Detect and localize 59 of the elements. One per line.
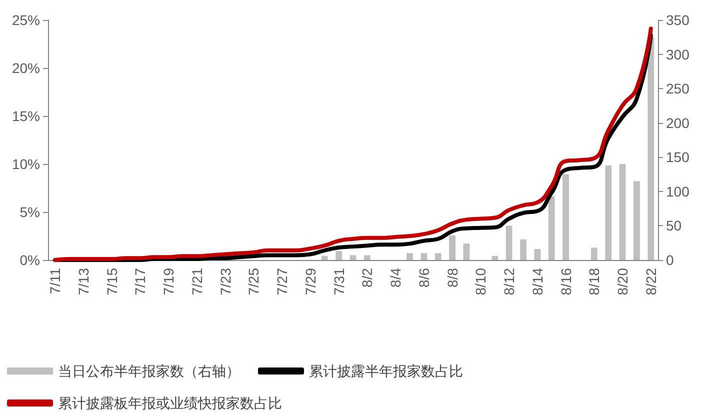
bar — [562, 174, 569, 260]
y2-tick-label: 350 — [666, 12, 690, 28]
bar — [350, 255, 356, 260]
x-tick-label: 8/10 — [472, 268, 489, 296]
bar — [434, 253, 442, 260]
bar — [449, 235, 456, 260]
y2-tick-label: 300 — [666, 46, 690, 62]
bar — [420, 253, 428, 260]
x-tick-label: 8/4 — [388, 268, 404, 288]
x-tick-label: 7/29 — [302, 268, 318, 296]
x-tick-label: 7/25 — [246, 268, 262, 296]
bar — [463, 244, 470, 260]
bar — [321, 256, 328, 260]
x-tick-label: 7/19 — [160, 268, 177, 296]
y2-tick-label: 250 — [666, 80, 690, 97]
bar — [605, 165, 612, 260]
y-tick-label: 5% — [20, 204, 40, 220]
bar — [364, 255, 370, 260]
bar — [634, 181, 640, 260]
y-tick-label: 15% — [12, 108, 40, 124]
bar — [520, 239, 526, 260]
x-tick-label: 7/27 — [274, 268, 290, 296]
x-tick-label: 7/31 — [330, 268, 347, 296]
x-tick-label: 8/6 — [416, 268, 432, 288]
y-tick-label: 10% — [12, 156, 40, 172]
x-tick-label: 8/12 — [501, 268, 518, 296]
x-tick-label: 7/23 — [217, 268, 234, 296]
y2-tick-label: 50 — [666, 218, 682, 234]
bar — [506, 226, 512, 260]
x-tick-label: 7/11 — [47, 268, 64, 294]
bar — [590, 248, 598, 260]
y-tick-label: 0% — [20, 252, 40, 268]
y-tick-label: 25% — [12, 12, 40, 28]
x-tick-label: 8/16 — [558, 268, 574, 296]
bar — [534, 249, 541, 260]
x-tick-label: 8/20 — [614, 268, 631, 296]
y-tick-label: 20% — [12, 60, 40, 76]
legend-label: 累计披露板年报或业绩快报家数占比 — [58, 395, 282, 411]
x-tick-label: 7/17 — [132, 268, 148, 296]
y2-tick-label: 100 — [666, 183, 690, 200]
bar — [406, 253, 413, 260]
legend-label: 累计披露半年报家数占比 — [309, 363, 463, 379]
y2-tick-label: 0 — [666, 252, 674, 268]
x-tick-label: 7/15 — [104, 268, 120, 296]
bar — [648, 37, 654, 260]
legend-label: 当日公布半年报家数（右轴） — [58, 363, 240, 379]
x-tick-label: 8/2 — [359, 268, 376, 288]
bar — [336, 251, 342, 260]
x-tick-label: 8/18 — [586, 268, 602, 296]
x-tick-label: 8/14 — [529, 268, 546, 296]
x-tick-label: 7/21 — [188, 268, 205, 296]
bar — [492, 256, 498, 260]
x-tick-label: 8/22 — [642, 268, 659, 296]
bar — [548, 196, 555, 260]
bar — [619, 164, 626, 260]
y2-tick-label: 200 — [666, 114, 690, 131]
y2-tick-label: 150 — [666, 149, 690, 166]
x-tick-label: 7/13 — [75, 268, 92, 296]
x-tick-label: 8/8 — [444, 268, 460, 288]
